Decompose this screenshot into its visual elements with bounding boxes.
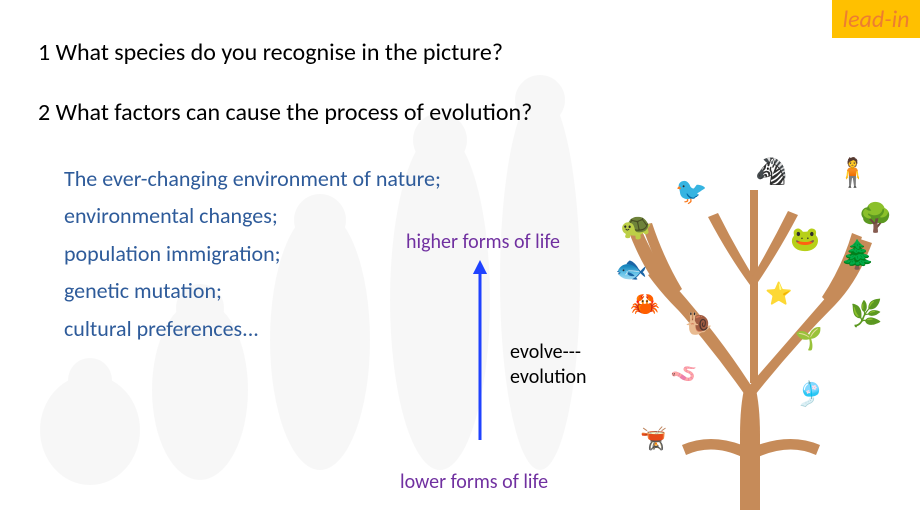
label-higher-forms: higher forms of life: [406, 230, 560, 254]
label-lower-forms: lower forms of life: [400, 470, 548, 494]
answer-line: genetic mutation;: [64, 272, 441, 309]
organism-turtle-icon: 🐢: [620, 210, 652, 242]
organism-sprout-icon: 🌱: [795, 325, 822, 352]
answer-line: The ever-changing environment of nature;: [64, 160, 441, 197]
label-evolve-line2: evolution: [510, 365, 587, 390]
organism-fern-icon: 🌿: [850, 297, 882, 329]
organism-frog-icon: 🐸: [790, 225, 820, 254]
organism-bird-icon: 🐦: [675, 175, 707, 207]
organism-conifer-icon: 🌲: [840, 237, 875, 272]
label-evolve: evolve--- evolution: [510, 340, 587, 390]
question-1: 1 What species do you recognise in the p…: [38, 38, 503, 67]
organism-human-icon: 🧍: [835, 155, 870, 190]
lead-in-badge: lead-in: [832, 0, 920, 38]
question-2: 2 What factors can cause the process of …: [38, 98, 532, 127]
organism-sponge-icon: 🫕: [640, 425, 667, 452]
answer-factors-list: The ever-changing environment of nature;…: [64, 160, 441, 347]
tree-of-life: 🐦 🦓 🧍 🐢 🌳 🐸 🌲 🐟 🦀 ⭐ 🌿 🐌 🌱 🪱 🎐 🫕: [600, 145, 900, 510]
organism-starfish-icon: ⭐: [765, 280, 792, 307]
organism-snail-icon: 🐌: [685, 310, 712, 337]
answer-line: population immigration;: [64, 235, 441, 272]
answer-line: cultural preferences...: [64, 310, 441, 347]
organism-fish-icon: 🐟: [615, 253, 647, 285]
tree-trunk-icon: [630, 190, 872, 510]
organism-deciduous-icon: 🌳: [858, 200, 893, 235]
organism-zebra-icon: 🦓: [755, 155, 787, 187]
lead-in-badge-text: lead-in: [843, 5, 910, 34]
organism-crab-icon: 🦀: [630, 290, 660, 319]
answer-line: environmental changes;: [64, 197, 441, 234]
label-evolve-line1: evolve---: [510, 340, 587, 365]
organism-jellyfish-icon: 🎐: [795, 380, 825, 409]
evolution-arrow: [470, 260, 490, 440]
organism-worm-icon: 🪱: [670, 360, 697, 387]
